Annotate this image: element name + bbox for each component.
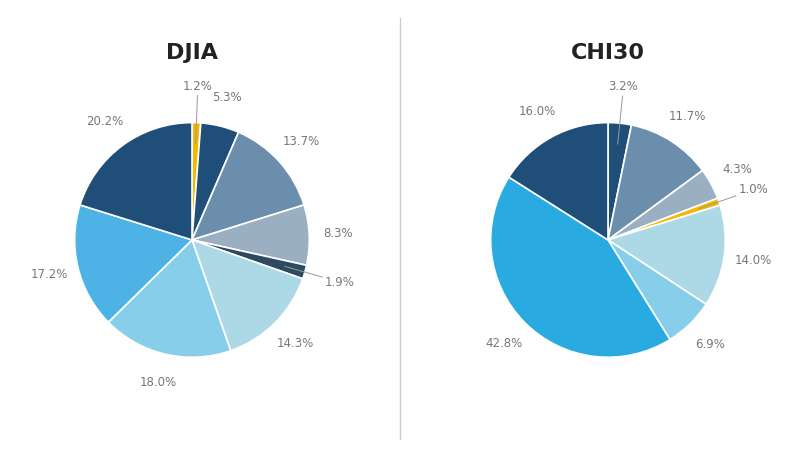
Text: 20.2%: 20.2% xyxy=(86,115,124,128)
Wedge shape xyxy=(608,198,720,240)
Wedge shape xyxy=(608,170,718,240)
Text: 1.9%: 1.9% xyxy=(285,266,355,289)
Wedge shape xyxy=(192,132,304,240)
Wedge shape xyxy=(192,122,201,240)
Wedge shape xyxy=(608,240,706,340)
Wedge shape xyxy=(490,177,670,357)
Wedge shape xyxy=(608,125,702,240)
Text: 16.0%: 16.0% xyxy=(518,105,556,118)
Text: 8.3%: 8.3% xyxy=(324,227,354,240)
Text: 11.7%: 11.7% xyxy=(668,110,706,123)
Text: 17.2%: 17.2% xyxy=(30,268,68,281)
Text: 6.9%: 6.9% xyxy=(695,338,726,351)
Text: 14.0%: 14.0% xyxy=(734,254,772,267)
Wedge shape xyxy=(192,240,302,351)
Wedge shape xyxy=(608,122,631,240)
Text: 1.0%: 1.0% xyxy=(699,183,769,208)
Text: 13.7%: 13.7% xyxy=(282,135,320,149)
Wedge shape xyxy=(192,205,310,266)
Text: 4.3%: 4.3% xyxy=(722,163,752,176)
Wedge shape xyxy=(509,122,608,240)
Wedge shape xyxy=(108,240,230,357)
Wedge shape xyxy=(192,123,238,240)
Wedge shape xyxy=(80,122,192,240)
Text: 1.2%: 1.2% xyxy=(183,80,213,144)
Text: 3.2%: 3.2% xyxy=(609,80,638,144)
Title: CHI30: CHI30 xyxy=(571,43,645,63)
Wedge shape xyxy=(74,205,192,322)
Wedge shape xyxy=(608,205,726,304)
Title: DJIA: DJIA xyxy=(166,43,218,63)
Wedge shape xyxy=(192,240,306,279)
Text: 5.3%: 5.3% xyxy=(212,91,242,104)
Text: 14.3%: 14.3% xyxy=(277,337,314,350)
Text: 18.0%: 18.0% xyxy=(140,376,178,389)
Text: 42.8%: 42.8% xyxy=(486,337,522,350)
